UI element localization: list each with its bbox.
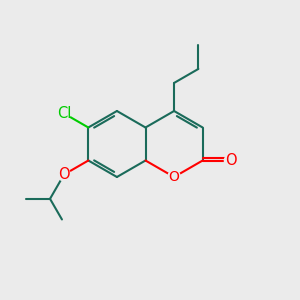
Circle shape [58,107,70,120]
Text: O: O [169,170,179,184]
Circle shape [168,171,180,183]
Text: O: O [58,167,70,182]
Circle shape [224,154,237,167]
Text: Cl: Cl [57,106,71,121]
Text: O: O [225,153,236,168]
Circle shape [58,168,70,181]
